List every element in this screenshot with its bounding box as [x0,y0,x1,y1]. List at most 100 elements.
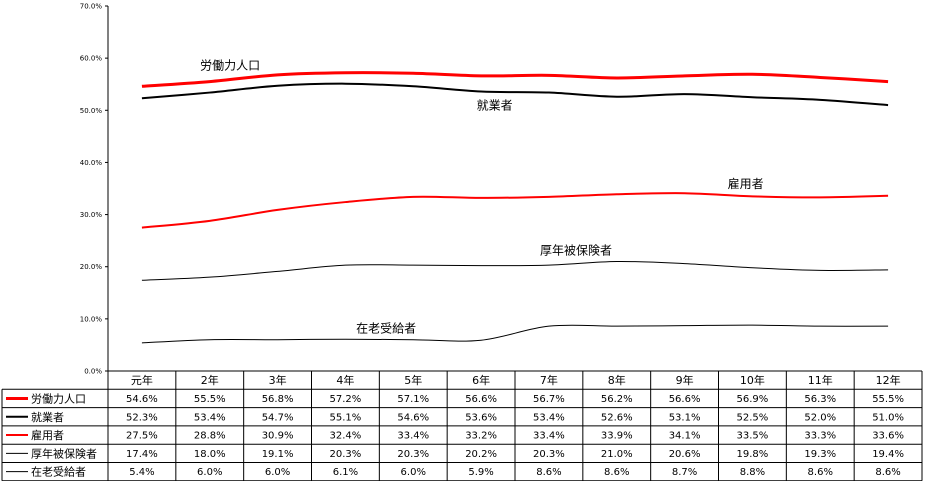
data-cell: 19.8% [737,449,769,460]
data-cell: 28.8% [194,431,226,442]
x-tick-label: 9年 [676,373,694,387]
data-cell: 20.3% [397,449,429,460]
x-tick-label: 6年 [472,373,490,387]
data-cell: 8.8% [740,467,765,478]
data-cell: 55.1% [330,412,362,423]
data-cell: 30.9% [262,431,294,442]
data-cell: 53.4% [533,412,565,423]
data-cell: 33.2% [465,431,497,442]
data-cell: 18.0% [194,449,226,460]
legend-label-employed: 就業者 [31,410,64,424]
x-tick-label: 10年 [740,373,765,387]
data-cell: 54.7% [262,412,294,423]
x-tick-label: 元年 [131,373,153,387]
data-cell: 33.3% [804,431,836,442]
legend-label-pension-recipients: 在老受給者 [31,465,86,479]
data-cell: 19.3% [804,449,836,460]
y-tick-label: 70.0% [80,3,103,11]
data-cell: 56.6% [465,394,497,405]
data-cell: 52.0% [804,412,836,423]
x-tick-label: 5年 [404,373,422,387]
data-cell: 20.3% [533,449,565,460]
series-line-labor-force [141,71,889,88]
data-cell: 8.6% [875,467,900,478]
series-annotation-pension-recipients: 在老受給者 [356,322,416,336]
data-cell: 34.1% [669,431,701,442]
data-cell: 53.1% [669,412,701,423]
data-cell: 33.9% [601,431,633,442]
data-cell: 8.6% [536,467,561,478]
data-cell: 53.6% [465,412,497,423]
data-cell: 51.0% [872,412,904,423]
x-tick-label: 7年 [540,373,558,387]
data-cell: 56.3% [804,394,836,405]
legend-label-labor-force: 労働力人口 [31,391,86,405]
data-cell: 57.2% [330,394,362,405]
series-annotation-labor-force: 労働力人口 [200,59,260,73]
data-cell: 52.6% [601,412,633,423]
y-tick-label: 40.0% [80,159,103,167]
data-cell: 19.4% [872,449,904,460]
data-cell: 20.3% [330,449,362,460]
data-cell: 17.4% [126,449,158,460]
x-tick-label: 2年 [201,373,219,387]
y-tick-label: 60.0% [80,55,103,63]
data-cell: 57.1% [397,394,429,405]
data-cell: 33.4% [397,431,429,442]
series-line-employed [141,82,889,107]
data-cell: 6.0% [197,467,222,478]
series-annotation-employees: 雇用者 [728,176,764,191]
data-cell: 5.4% [129,467,154,478]
y-tick-label: 30.0% [80,211,103,219]
data-cell: 6.1% [333,467,358,478]
data-cell: 21.0% [601,449,633,460]
data-cell: 6.0% [401,467,426,478]
series-line-pension-recipients [141,324,889,344]
data-cell: 55.5% [194,394,226,405]
data-cell: 56.2% [601,394,633,405]
data-cell: 19.1% [262,449,294,460]
y-tick-label: 0.0% [84,368,102,376]
x-tick-label: 12年 [876,373,901,387]
x-tick-label: 3年 [269,373,287,387]
data-cell: 56.8% [262,394,294,405]
data-cell: 33.4% [533,431,565,442]
x-tick-label: 8年 [608,373,626,387]
data-cell: 54.6% [126,394,158,405]
data-cell: 56.7% [533,394,565,405]
x-tick-label: 11年 [808,373,833,387]
data-cell: 8.7% [672,467,697,478]
legend-label-employees: 雇用者 [31,428,64,442]
series-lines [141,71,889,344]
data-cell: 52.5% [737,412,769,423]
data-cell: 56.6% [669,394,701,405]
y-axis-ticks: 0.0% 10.0% 20.0% 30.0% 40.0% 50.0% 60.0% 70.0% [80,3,108,376]
data-cell: 8.6% [808,467,833,478]
x-tick-label: 4年 [336,373,354,387]
data-cell: 56.9% [737,394,769,405]
series-line-pension-insured [141,260,889,281]
data-cell: 55.5% [872,394,904,405]
data-cell: 53.4% [194,412,226,423]
data-cell: 5.9% [468,467,493,478]
y-tick-label: 10.0% [80,315,103,323]
data-cell: 6.0% [265,467,290,478]
data-cell: 33.6% [872,431,904,442]
data-cell: 54.6% [397,412,429,423]
data-cell: 33.5% [737,431,769,442]
series-line-employees [141,192,889,229]
data-cell: 32.4% [330,431,362,442]
data-cell: 20.6% [669,449,701,460]
series-annotation-employed: 就業者 [477,99,513,113]
data-cell: 8.6% [604,467,629,478]
y-tick-label: 50.0% [80,107,103,115]
data-cell: 20.2% [465,449,497,460]
data-cell: 52.3% [126,412,158,423]
series-annotation-pension-insured: 厚年被保険者 [540,244,612,258]
data-cell: 27.5% [126,431,158,442]
y-tick-label: 20.0% [80,263,103,271]
legend-label-pension-insured: 厚年被保険者 [31,446,97,460]
